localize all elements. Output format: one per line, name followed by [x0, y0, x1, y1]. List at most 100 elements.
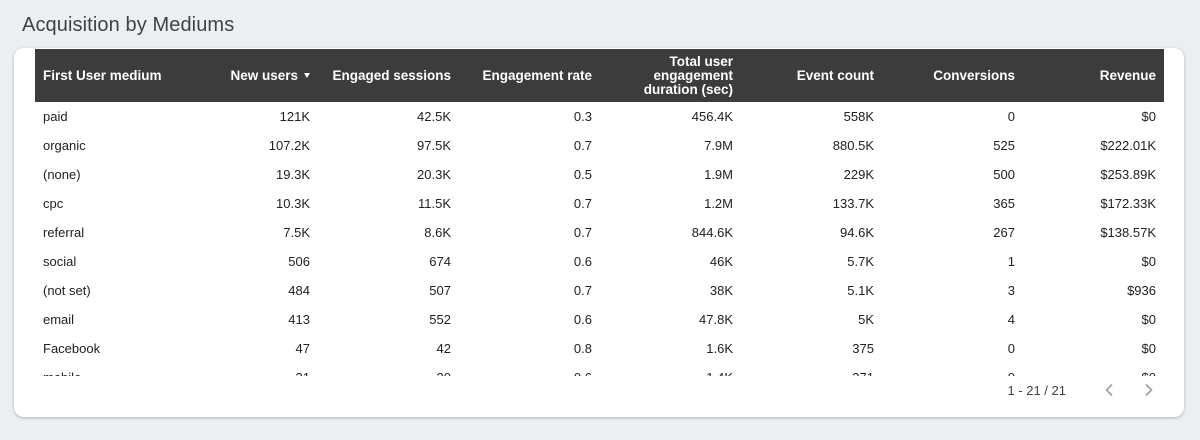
next-page-button[interactable] — [1138, 380, 1158, 400]
cell-conversions: 3 — [1007, 283, 1015, 298]
column-header-event-count[interactable]: Event count — [741, 49, 882, 102]
column-header-engaged-sessions[interactable]: Engaged sessions — [318, 49, 459, 102]
cell-event-count: 375 — [852, 341, 874, 356]
column-header-label-line: engagement — [653, 67, 733, 83]
cell-engagement-duration: 456.4K — [691, 109, 733, 124]
cell-engaged-sessions: 674 — [429, 254, 451, 269]
cell-revenue: $0 — [1141, 312, 1156, 327]
table-row: social 506 674 0.6 46K 5.7K 1 $0 — [35, 247, 1164, 276]
cell-engaged-sessions: 30 — [318, 363, 459, 376]
column-header-revenue[interactable]: Revenue — [1023, 49, 1164, 102]
cell-medium: social — [43, 254, 77, 269]
cell-engaged-sessions: 8.6K — [424, 225, 451, 240]
cell-engagement-duration: 46K — [709, 254, 733, 269]
cell-conversions: 4 — [1007, 312, 1015, 327]
cell-engagement-rate: 0.6 — [573, 312, 592, 327]
cell-new-users: 413 — [288, 312, 310, 327]
table-row: Facebook 47 42 0.8 1.6K 375 0 $0 — [35, 334, 1164, 363]
acquisition-table-card: First User medium New users Engaged sess… — [14, 48, 1184, 417]
cell-engagement-duration: 1.6K — [706, 341, 733, 356]
cell-engagement-duration: 1.2M — [704, 196, 733, 211]
cell-engaged-sessions: 507 — [429, 283, 451, 298]
cell-event-count: 229K — [843, 167, 874, 182]
cell-conversions: 500 — [993, 167, 1015, 182]
cell-engaged-sessions: 11.5K — [417, 196, 451, 211]
cell-new-users: 10.3K — [276, 196, 310, 211]
cell-revenue: $0 — [1141, 341, 1156, 356]
cell-new-users: 47 — [295, 341, 310, 356]
cell-conversions: 1 — [1007, 254, 1015, 269]
table-row: mobile31300.61.4K2710$0 — [35, 363, 1164, 376]
column-header-engagement-rate[interactable]: Engagement rate — [459, 49, 600, 102]
cell-new-users: 121K — [279, 109, 310, 124]
cell-engagement-duration: 47.8K — [699, 312, 733, 327]
cell-revenue: $253.89K — [1100, 167, 1156, 182]
cell-event-count: 5.7K — [847, 254, 874, 269]
cell-conversions: 365 — [993, 196, 1015, 211]
cell-engaged-sessions: 42 — [436, 341, 451, 356]
pagination: 1 - 21 / 21 — [1007, 380, 1158, 400]
cell-new-users: 506 — [288, 254, 310, 269]
column-header-label: Conversions — [933, 67, 1015, 83]
cell-event-count: 133.7K — [832, 196, 874, 211]
cell-revenue: $0 — [1141, 254, 1156, 269]
cell-event-count: 5K — [858, 312, 874, 327]
table-header-row: First User medium New users Engaged sess… — [35, 49, 1164, 102]
column-header-conversions[interactable]: Conversions — [882, 49, 1023, 102]
cell-new-users: 484 — [288, 283, 310, 298]
cell-conversions: 0 — [1007, 109, 1015, 124]
table-row: referral 7.5K 8.6K 0.7 844.6K 94.6K 267 $138.57… — [35, 218, 1164, 247]
cell-engagement-rate: 0.7 — [573, 225, 592, 240]
cell-engagement-duration: 1.4K — [600, 363, 741, 376]
cell-conversions: 525 — [993, 138, 1015, 153]
table-row: (not set) 484 507 0.7 38K 5.1K 3 $936 — [35, 276, 1164, 305]
chevron-right-icon — [1145, 383, 1153, 397]
cell-engaged-sessions: 97.5K — [417, 138, 451, 153]
pagination-range: 1 - 21 / 21 — [1007, 382, 1066, 398]
table-scroll-area[interactable]: First User medium New users Engaged sess… — [35, 49, 1164, 376]
cell-engagement-rate: 0.5 — [573, 167, 592, 182]
cell-medium: (none) — [43, 167, 81, 182]
cell-revenue: $138.57K — [1100, 225, 1156, 240]
acquisition-table: First User medium New users Engaged sess… — [35, 49, 1164, 376]
column-header-label: Revenue — [1099, 67, 1156, 83]
cell-event-count: 558K — [843, 109, 874, 124]
sort-descending-icon — [304, 73, 310, 79]
cell-engagement-duration: 1.9M — [704, 167, 733, 182]
column-header-new-users[interactable]: New users — [205, 49, 318, 102]
cell-engagement-rate: 0.7 — [573, 283, 592, 298]
cell-medium: mobile — [35, 363, 205, 376]
table-row: email 413 552 0.6 47.8K 5K 4 $0 — [35, 305, 1164, 334]
cell-medium: cpc — [43, 196, 64, 211]
column-header-label: New users — [230, 67, 298, 83]
cell-engagement-rate: 0.3 — [573, 109, 592, 124]
cell-engagement-rate: 0.7 — [573, 138, 592, 153]
cell-engagement-duration: 38K — [709, 283, 733, 298]
cell-event-count: 5.1K — [847, 283, 874, 298]
cell-engagement-rate: 0.8 — [573, 341, 592, 356]
cell-event-count: 94.6K — [840, 225, 874, 240]
table-row: (none) 19.3K 20.3K 0.5 1.9M 229K 500 $253.89K — [35, 160, 1164, 189]
cell-engagement-rate: 0.6 — [459, 363, 600, 376]
column-header-label: Engaged sessions — [332, 67, 451, 83]
cell-medium: paid — [43, 109, 68, 124]
cell-revenue: $172.33K — [1100, 196, 1156, 211]
cell-conversions: 267 — [993, 225, 1015, 240]
cell-new-users: 31 — [205, 363, 318, 376]
column-header-first-user-medium[interactable]: First User medium — [35, 49, 205, 102]
table-row: paid 121K 42.5K 0.3 456.4K 558K 0 $0 — [35, 102, 1164, 131]
cell-medium: organic — [43, 138, 86, 153]
column-header-total-user-engagement-duration[interactable]: Total user engagement duration (sec) — [600, 49, 741, 102]
cell-event-count: 271 — [741, 363, 882, 376]
section-title: Acquisition by Mediums — [22, 14, 235, 36]
column-header-label: First User medium — [43, 67, 162, 83]
previous-page-button[interactable] — [1100, 380, 1120, 400]
cell-new-users: 19.3K — [276, 167, 310, 182]
cell-engaged-sessions: 42.5K — [417, 109, 451, 124]
cell-revenue: $0 — [1141, 109, 1156, 124]
cell-medium: Facebook — [43, 341, 101, 356]
cell-engagement-rate: 0.6 — [573, 254, 592, 269]
cell-conversions: 0 — [1007, 341, 1015, 356]
cell-engagement-duration: 844.6K — [691, 225, 733, 240]
table-row: organic 107.2K 97.5K 0.7 7.9M 880.5K 525 $222.0… — [35, 131, 1164, 160]
